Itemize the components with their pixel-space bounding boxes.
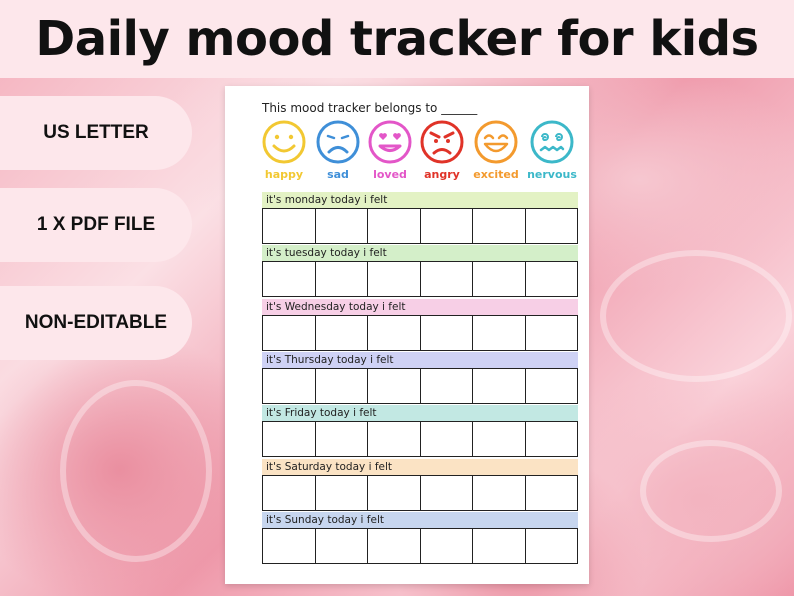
day-label: it's Wednesday today i felt xyxy=(262,299,578,315)
badge-label: US LETTER xyxy=(43,122,149,143)
mood-cell xyxy=(263,369,316,403)
day-row-sunday: it's Sunday today i felt xyxy=(262,512,578,564)
mood-cell xyxy=(473,476,526,510)
mood-cell xyxy=(526,422,578,456)
badge-non-editable: NON-EDITABLE xyxy=(0,286,192,360)
mood-cell xyxy=(316,369,368,403)
sad-face-icon xyxy=(316,120,360,164)
mood-label-excited: excited xyxy=(473,168,519,181)
mood-cell xyxy=(421,529,473,563)
mood-cell xyxy=(421,262,473,296)
mood-angry: angry xyxy=(415,119,469,181)
mood-cell xyxy=(316,476,368,510)
mood-cell xyxy=(526,476,578,510)
mood-cell xyxy=(473,262,526,296)
day-label: it's Saturday today i felt xyxy=(262,459,578,475)
mood-cell xyxy=(526,369,578,403)
mood-loved: loved xyxy=(363,119,417,181)
mood-cell xyxy=(526,316,578,350)
happy-face-icon xyxy=(262,120,306,164)
day-row-monday: it's monday today i felt xyxy=(262,192,578,244)
mood-cell xyxy=(263,476,316,510)
mood-cell xyxy=(473,316,526,350)
mood-label-happy: happy xyxy=(264,168,304,181)
mood-cell xyxy=(316,262,368,296)
mood-sad: sad xyxy=(311,119,365,181)
mood-cell xyxy=(473,209,526,243)
mood-cell xyxy=(263,209,316,243)
mood-nervous: nervous xyxy=(525,119,579,181)
angry-face-icon xyxy=(420,120,464,164)
mood-cell xyxy=(473,422,526,456)
mood-cell xyxy=(368,369,421,403)
page-title: Daily mood tracker for kids xyxy=(35,11,759,67)
mood-cell xyxy=(421,369,473,403)
excited-face-icon xyxy=(474,120,518,164)
mood-cell xyxy=(368,316,421,350)
mood-legend: happy sad loved xyxy=(257,119,589,189)
marble-background-swirl xyxy=(600,250,792,382)
mood-cell xyxy=(421,316,473,350)
mood-cell xyxy=(316,316,368,350)
day-label: it's tuesday today i felt xyxy=(262,245,578,261)
day-row-wednesday: it's Wednesday today i felt xyxy=(262,299,578,351)
day-label: it's monday today i felt xyxy=(262,192,578,208)
belongs-to-line: This mood tracker belongs to ______ xyxy=(262,101,478,115)
mood-cell xyxy=(316,529,368,563)
day-label: it's Sunday today i felt xyxy=(262,512,578,528)
day-row-thursday: it's Thursday today i felt xyxy=(262,352,578,404)
day-row-tuesday: it's tuesday today i felt xyxy=(262,245,578,297)
mood-happy: happy xyxy=(257,119,311,181)
mood-cell xyxy=(316,209,368,243)
mood-excited: excited xyxy=(469,119,523,181)
mood-cell xyxy=(263,529,316,563)
day-label: it's Thursday today i felt xyxy=(262,352,578,368)
mood-cell xyxy=(368,422,421,456)
mood-cell xyxy=(368,529,421,563)
badge-us-letter: US LETTER xyxy=(0,96,192,170)
mood-cell xyxy=(368,476,421,510)
mood-cell xyxy=(526,209,578,243)
day-row-friday: it's Friday today i felt xyxy=(262,405,578,457)
mood-cell xyxy=(368,262,421,296)
mood-cell xyxy=(263,262,316,296)
badge-label: 1 X PDF FILE xyxy=(36,214,156,235)
mood-cell xyxy=(263,422,316,456)
mood-label-angry: angry xyxy=(424,168,460,181)
mood-cell xyxy=(526,529,578,563)
mood-cell xyxy=(421,422,473,456)
mood-label-sad: sad xyxy=(327,168,349,181)
marble-background-swirl xyxy=(60,380,212,562)
mood-cell xyxy=(526,262,578,296)
mood-cell xyxy=(473,369,526,403)
mood-label-nervous: nervous xyxy=(527,168,577,181)
title-banner: Daily mood tracker for kids xyxy=(0,0,794,78)
nervous-face-icon xyxy=(530,120,574,164)
mood-tracker-sheet: This mood tracker belongs to ______ happ… xyxy=(225,86,589,584)
mood-cell xyxy=(368,209,421,243)
day-row-saturday: it's Saturday today i felt xyxy=(262,459,578,511)
mood-cell xyxy=(421,476,473,510)
day-label: it's Friday today i felt xyxy=(262,405,578,421)
mood-cell xyxy=(316,422,368,456)
loved-face-icon xyxy=(368,120,412,164)
mood-label-loved: loved xyxy=(373,168,407,181)
badge-label: NON-EDITABLE xyxy=(24,312,168,333)
mood-cell xyxy=(263,316,316,350)
badge-pdf-file: 1 X PDF FILE xyxy=(0,188,192,262)
mood-cell xyxy=(421,209,473,243)
marble-background-swirl xyxy=(640,440,782,542)
mood-cell xyxy=(473,529,526,563)
